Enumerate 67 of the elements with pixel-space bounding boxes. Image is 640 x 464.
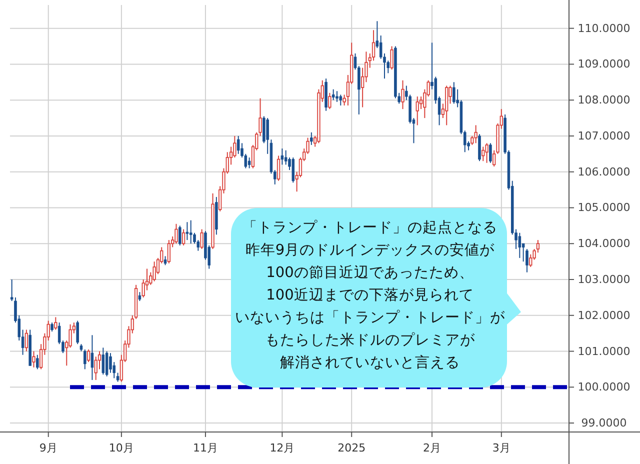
- candlestick: [32, 350, 36, 368]
- candlestick: [276, 155, 280, 182]
- candlestick: [328, 92, 332, 110]
- candlestick: [339, 94, 342, 106]
- candlestick: [485, 142, 488, 164]
- candlestick: [186, 222, 189, 241]
- candlestick: [105, 350, 108, 377]
- y-tick-label: 101.0000: [578, 344, 630, 358]
- x-tick-label: 2月: [422, 442, 441, 454]
- candlestick: [416, 96, 419, 126]
- annotation: 解消されていないと言える: [280, 354, 460, 371]
- candlestick: [452, 82, 456, 104]
- candlestick: [178, 225, 182, 246]
- candlestick: [478, 134, 481, 162]
- candlestick: [174, 223, 178, 244]
- candlestick: [102, 347, 105, 376]
- candlestick: [445, 85, 448, 126]
- x-tick-label: 10月: [108, 442, 134, 454]
- candlestick: [24, 329, 28, 352]
- candlestick: [474, 124, 478, 144]
- candlestick: [90, 334, 94, 380]
- y-tick-label: 104.0000: [578, 237, 630, 250]
- x-tick-label: 2025: [338, 442, 366, 454]
- candlestick: [310, 132, 313, 146]
- candlestick: [518, 232, 522, 258]
- candlestick: [401, 80, 404, 110]
- y-tick-label: 100.0000: [578, 380, 630, 394]
- candlestick: [167, 240, 171, 264]
- candlestick: [152, 261, 156, 282]
- annotation: 「トランプ・トレード」の起点となる: [242, 219, 498, 236]
- candlestick: [489, 142, 492, 164]
- y-tick-label: 99.0000: [581, 416, 627, 430]
- y-tick-label: 102.0000: [578, 308, 630, 322]
- y-tick-label: 110.0000: [578, 22, 630, 35]
- candlestick: [189, 220, 192, 244]
- y-tick-label: 108.0000: [578, 94, 630, 107]
- candlestick: [526, 248, 528, 273]
- x-tick-label: 3月: [492, 442, 510, 454]
- y-tick-label: 106.0000: [578, 165, 630, 178]
- candlestick: [236, 135, 240, 154]
- candlestick: [84, 348, 86, 370]
- annotation: もたらした米ドルのプレミアが: [265, 332, 476, 348]
- y-tick-label: 109.0000: [578, 58, 630, 71]
- candlestick: [76, 320, 79, 345]
- candlestick: [86, 348, 90, 363]
- candlestick: [200, 228, 204, 250]
- candlestick: [292, 157, 295, 184]
- annotation: 100の節目近辺であったため、: [266, 264, 474, 281]
- y-tick-label: 105.0000: [578, 201, 630, 214]
- annotation: いないうちは「トランプ・トレード」が: [235, 309, 506, 326]
- candlestick: [332, 88, 335, 101]
- candlestick: [54, 316, 58, 330]
- x-tick-label: 12月: [270, 442, 295, 454]
- x-tick-label: 11月: [192, 442, 218, 454]
- candlestick: [390, 46, 394, 70]
- candlestick: [182, 228, 186, 246]
- candlestick: [482, 146, 485, 162]
- y-tick-label: 107.0000: [578, 129, 630, 142]
- x-tick-label: 9月: [39, 442, 58, 454]
- candlestick: [336, 90, 338, 102]
- y-tick-label: 103.0000: [578, 273, 630, 286]
- annotation: 昨年9月のドルインデックスの安値が: [245, 242, 496, 258]
- candlestick: [36, 354, 39, 370]
- candlestick: [280, 148, 284, 166]
- annotation: 100近辺までの下落が見られて: [266, 286, 474, 304]
- candlestick: [248, 157, 251, 169]
- candlestick: [529, 254, 532, 268]
